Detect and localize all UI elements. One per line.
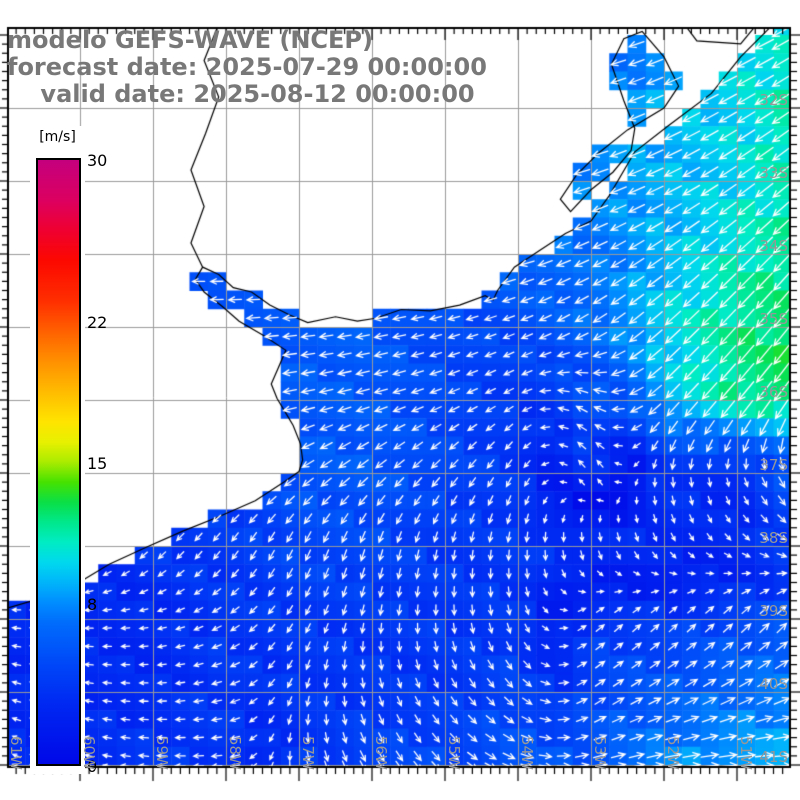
lon-label: 55W	[445, 736, 463, 770]
lon-label: 59W	[153, 736, 171, 770]
lon-label: 53W	[591, 736, 609, 770]
lat-label: 39S	[759, 602, 788, 620]
colorbar-tick-label: 8	[87, 595, 98, 615]
lon-label: 54W	[518, 736, 536, 770]
colorbar-tick-label: 22	[87, 312, 108, 332]
valid-date: valid date: 2025-08-12 00:00:00	[7, 80, 475, 108]
colorbar-tick-label: 0	[87, 757, 98, 776]
lat-label: 37S	[759, 456, 788, 474]
colorbar: [m/s]	[30, 126, 85, 774]
lon-label: 61W	[7, 736, 25, 770]
lat-label: 40S	[759, 675, 788, 693]
lat-label: 35S	[759, 310, 788, 328]
lon-label: 51W	[737, 736, 755, 770]
colorbar-gradient	[36, 158, 81, 766]
lat-label: 36S	[759, 383, 788, 401]
lon-label: 60W	[80, 736, 98, 770]
colorbar-tick-label: 30	[87, 151, 108, 170]
lon-label: 56W	[372, 736, 390, 770]
lat-label: 32S	[759, 91, 788, 109]
lon-label: 52W	[664, 736, 682, 770]
lat-label: 38S	[759, 529, 788, 547]
lon-label: 57W	[299, 736, 317, 770]
lat-label: 41S	[759, 748, 788, 766]
forecast-date: forecast date: 2025-07-29 00:00:00	[7, 53, 487, 81]
colorbar-tick-label: 15	[87, 454, 108, 473]
colorbar-unit-label: [m/s]	[39, 129, 76, 145]
lat-label: 34S	[759, 237, 788, 255]
model-title: modelo GEFS-WAVE (NCEP)	[7, 26, 373, 54]
lat-label: 33S	[759, 164, 788, 182]
lon-label: 58W	[226, 736, 244, 770]
